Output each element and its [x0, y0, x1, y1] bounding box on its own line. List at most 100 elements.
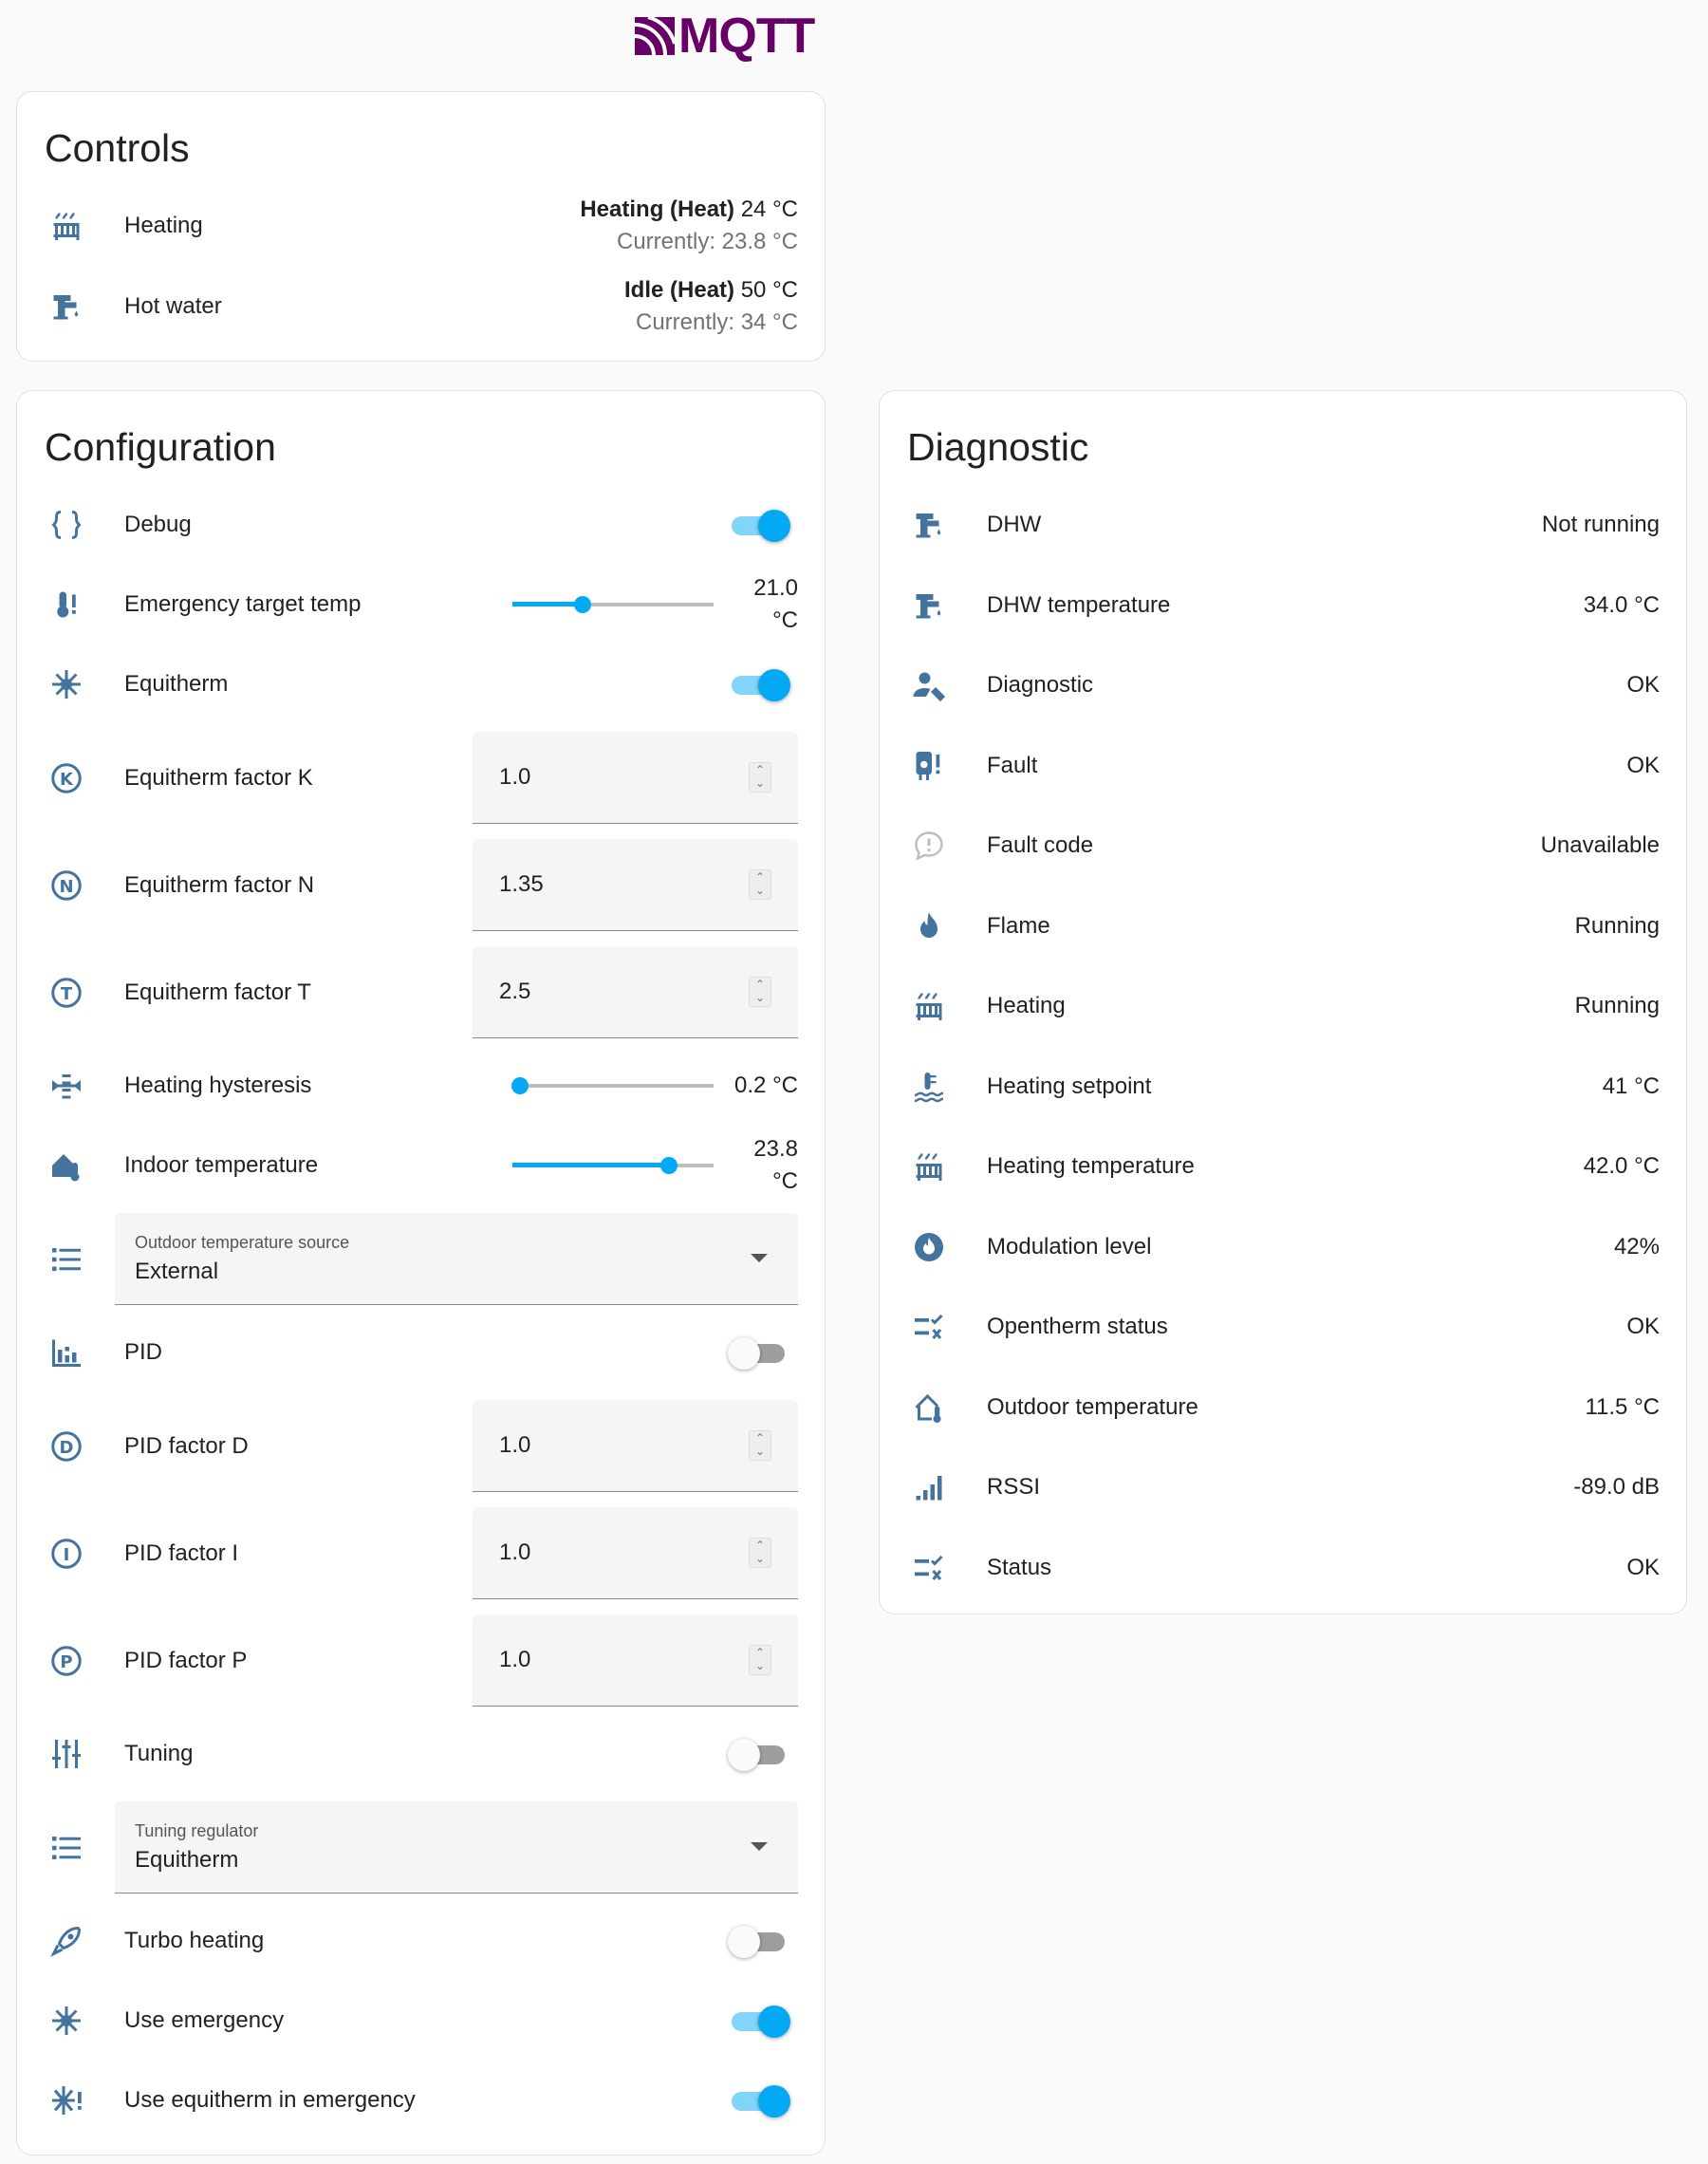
select-value[interactable]: Equitherm [135, 1847, 239, 1873]
pid-factor-d-input[interactable]: 1.0 ⌃ ⌄ [473, 1400, 798, 1492]
diagnostic-value: Running [1574, 912, 1660, 939]
config-row-tuning: Tuning [17, 1714, 825, 1794]
input-value[interactable]: 1.0 [499, 1432, 531, 1458]
spinner-icon[interactable]: ⌃ ⌄ [749, 1538, 771, 1568]
input-value[interactable]: 1.0 [499, 1647, 531, 1672]
input-value[interactable]: 1.0 [499, 1539, 531, 1565]
diagnostic-row-opentherm-status[interactable]: Opentherm status OK [880, 1287, 1686, 1368]
input-value[interactable]: 2.5 [499, 979, 531, 1004]
use-emergency-toggle[interactable] [732, 2004, 790, 2038]
diagnostic-label: Heating [987, 993, 1066, 1019]
diagnostic-row-dhw[interactable]: DHW Not running [880, 485, 1686, 566]
slider-handle[interactable] [511, 1077, 529, 1094]
tuning-regulator-select[interactable]: Tuning regulator Equitherm [115, 1801, 798, 1894]
diagnostic-row-fault[interactable]: Fault OK [880, 726, 1686, 807]
sun-snowflake-icon [47, 665, 85, 703]
alpha-n-circle-icon: N [47, 867, 85, 905]
config-row-debug: Debug [17, 485, 825, 565]
pid-toggle[interactable] [728, 1335, 789, 1370]
spinner-icon[interactable]: ⌃ ⌄ [749, 762, 771, 793]
turbo-heating-toggle[interactable] [728, 1924, 789, 1958]
spinner-icon[interactable]: ⌃ ⌄ [749, 977, 771, 1007]
toggle-knob[interactable] [758, 510, 790, 542]
input-value[interactable]: 1.0 [499, 764, 531, 790]
diagnostic-row-flame[interactable]: Flame Running [880, 886, 1686, 967]
indoor-temperature-slider[interactable] [512, 1151, 714, 1180]
list-status-icon [910, 1308, 948, 1346]
control-state: Idle (Heat) 50 °C Currently: 34 °C [624, 274, 798, 339]
diagnostic-value: 42.0 °C [1583, 1153, 1660, 1180]
config-label: Heating hysteresis [124, 1073, 312, 1098]
toggle-knob[interactable] [728, 1926, 760, 1958]
config-label: Tuning [124, 1741, 194, 1766]
debug-toggle[interactable] [732, 508, 790, 542]
code-braces-icon [47, 506, 85, 544]
diagnostic-row-rssi[interactable]: RSSI -89.0 dB [880, 1447, 1686, 1528]
config-row-use-equitherm-in-emergency: Use equitherm in emergency [17, 2061, 825, 2140]
select-value[interactable]: External [135, 1259, 219, 1284]
config-label: Debug [124, 512, 192, 537]
slider-handle[interactable] [660, 1157, 678, 1174]
toggle-knob[interactable] [758, 669, 790, 701]
slider-fill [512, 1163, 670, 1167]
outdoor-temperature-source-select[interactable]: Outdoor temperature source External [115, 1213, 798, 1305]
diagnostic-row-heating[interactable]: Heating Running [880, 966, 1686, 1047]
config-row-tuning-regulator: Tuning regulator Equitherm [17, 1794, 825, 1901]
config-label: Equitherm factor N [124, 871, 315, 898]
diagnostic-value: OK [1626, 752, 1660, 778]
diagnostic-row-diagnostic[interactable]: Diagnostic OK [880, 645, 1686, 726]
slider-handle[interactable] [574, 596, 592, 613]
diagnostic-label: DHW temperature [987, 591, 1171, 618]
pid-factor-i-input[interactable]: 1.0 ⌃ ⌄ [473, 1507, 798, 1599]
diagnostic-row-heating-setpoint[interactable]: Heating setpoint 41 °C [880, 1047, 1686, 1128]
pid-factor-p-input[interactable]: 1.0 ⌃ ⌄ [473, 1614, 798, 1707]
diagnostic-row-fault-code[interactable]: Fault code Unavailable [880, 806, 1686, 886]
sun-snowflake-icon [47, 2002, 85, 2040]
water-pump-icon [47, 288, 85, 326]
diagnostic-row-outdoor-temperature[interactable]: Outdoor temperature 11.5 °C [880, 1368, 1686, 1448]
alpha-k-circle-icon: K [47, 759, 85, 797]
control-row-hot-water[interactable]: Hot water Idle (Heat) 50 °C Currently: 34 … [17, 266, 825, 346]
spinner-icon[interactable]: ⌃ ⌄ [749, 1645, 771, 1675]
config-label: Turbo heating [124, 1928, 265, 1953]
arrow-collapse-icon [47, 1067, 85, 1105]
spinner-icon[interactable]: ⌃ ⌄ [749, 1430, 771, 1461]
control-row-heating[interactable]: Heating Heating (Heat) 24 °C Currently: 23… [17, 185, 825, 266]
diagnostic-row-dhw-temperature[interactable]: DHW temperature 34.0 °C [880, 566, 1686, 646]
chart-bar-icon [47, 1334, 85, 1371]
dropdown-arrow-icon[interactable] [751, 1842, 768, 1851]
slider-track[interactable] [512, 603, 714, 606]
tuning-toggle[interactable] [728, 1737, 789, 1771]
spinner-icon[interactable]: ⌃ ⌄ [749, 869, 771, 900]
diagnostic-label: RSSI [987, 1474, 1041, 1501]
slider-track[interactable] [512, 1084, 714, 1088]
equitherm-factor-t-input[interactable]: 2.5 ⌃ ⌄ [473, 946, 798, 1038]
use-equitherm-in-emergency-toggle[interactable] [732, 2083, 790, 2117]
toggle-knob[interactable] [758, 2005, 790, 2038]
diagnostic-value: 41 °C [1602, 1073, 1660, 1099]
slider-fill [512, 602, 584, 606]
equitherm-toggle[interactable] [732, 667, 790, 701]
input-value[interactable]: 1.35 [499, 871, 544, 897]
config-label: Use equitherm in emergency [124, 2087, 416, 2113]
select-label: Outdoor temperature source [135, 1233, 350, 1252]
emergency-target-temp-slider[interactable] [512, 590, 714, 619]
equitherm-factor-n-input[interactable]: 1.35 ⌃ ⌄ [473, 839, 798, 931]
diagnostic-label: Fault code [987, 832, 1094, 859]
control-state: Heating (Heat) 24 °C Currently: 23.8 °C [580, 194, 798, 258]
heating-hysteresis-slider[interactable] [511, 1072, 714, 1100]
svg-text:N: N [59, 876, 73, 896]
toggle-knob[interactable] [728, 1739, 760, 1771]
toggle-knob[interactable] [758, 2085, 790, 2117]
config-row-equitherm-factor-t: T Equitherm factor T 2.5 ⌃ ⌄ [17, 939, 825, 1046]
dropdown-arrow-icon[interactable] [751, 1254, 768, 1262]
home-thermometer-outline-icon [910, 1389, 948, 1427]
diagnostic-value: Running [1574, 993, 1660, 1019]
diagnostic-label: Modulation level [987, 1233, 1152, 1259]
svg-text:P: P [60, 1651, 72, 1671]
toggle-knob[interactable] [728, 1337, 760, 1370]
diagnostic-row-modulation-level[interactable]: Modulation level 42% [880, 1207, 1686, 1288]
diagnostic-row-status[interactable]: Status OK [880, 1528, 1686, 1609]
equitherm-factor-k-input[interactable]: 1.0 ⌃ ⌄ [473, 732, 798, 824]
diagnostic-row-heating-temperature[interactable]: Heating temperature 42.0 °C [880, 1127, 1686, 1207]
